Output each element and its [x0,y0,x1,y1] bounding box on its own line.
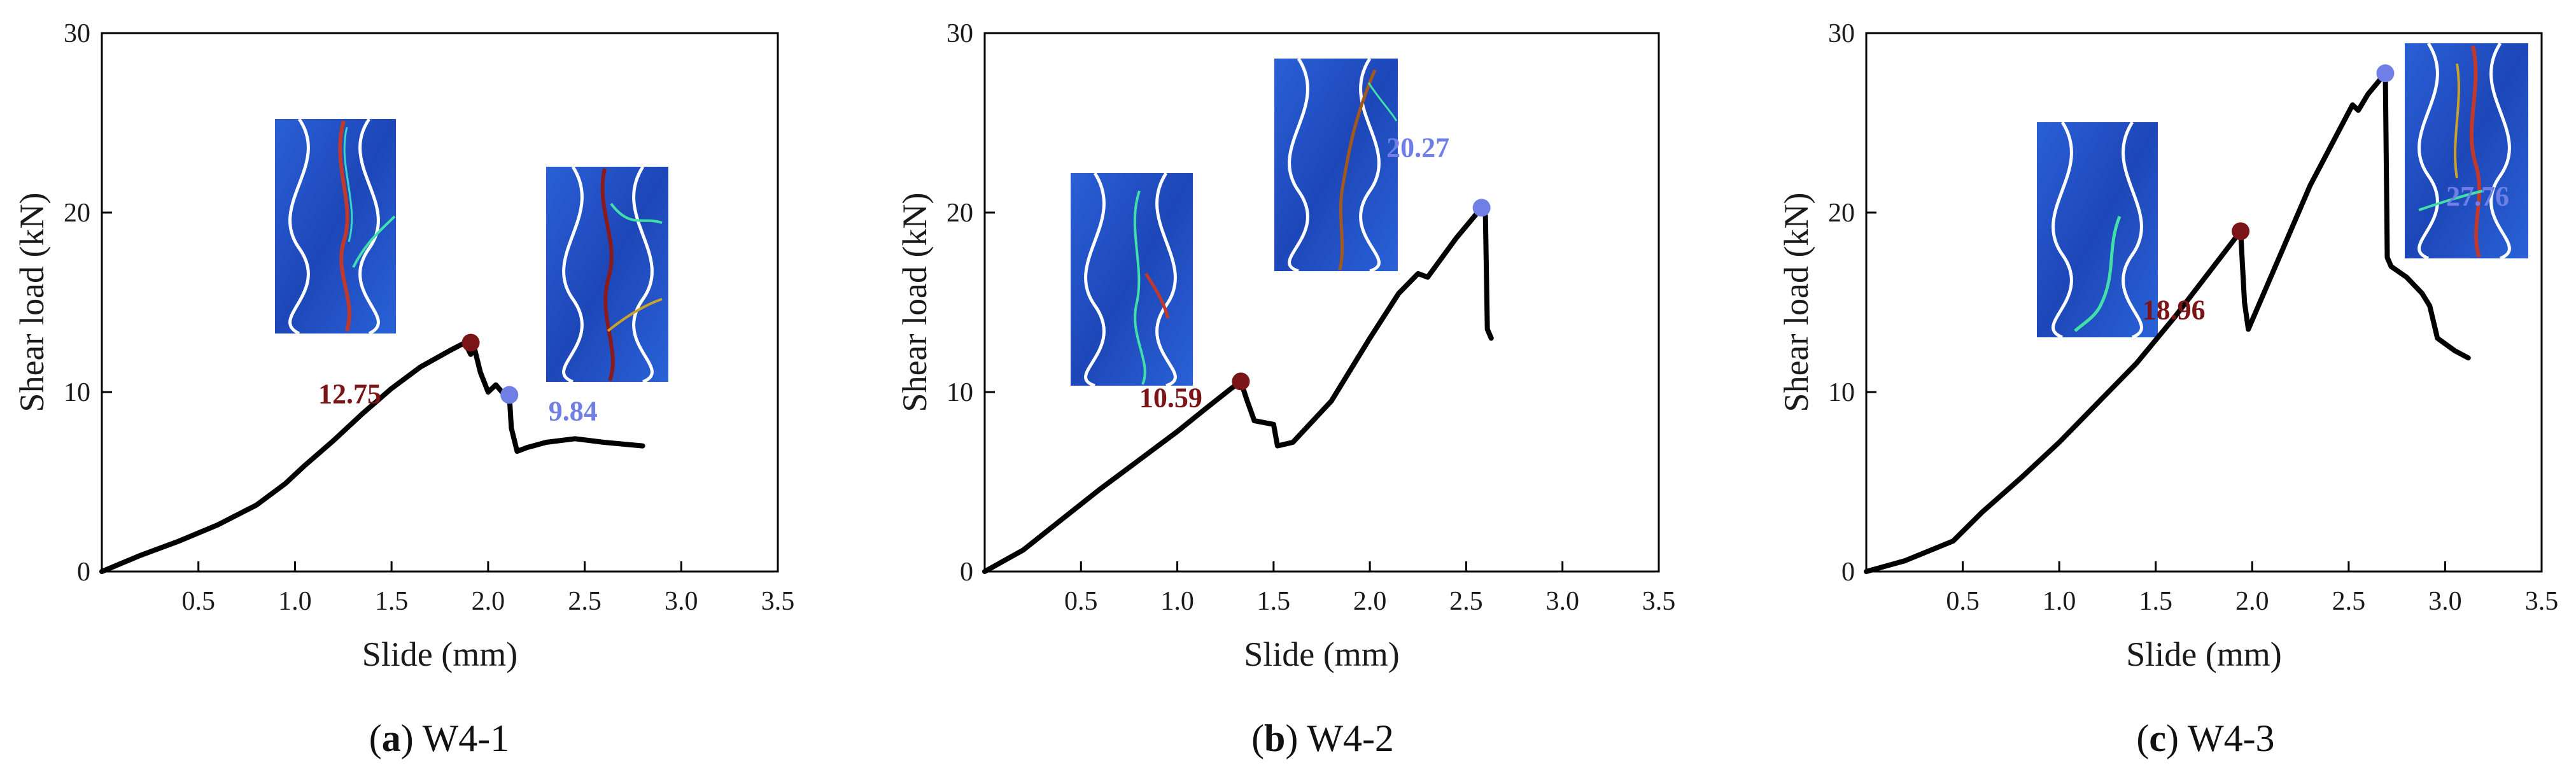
caption-b: (b) W4-2 [1251,717,1394,759]
x-tick-label: 1.5 [375,587,409,616]
panel-b: 0 10 20 30 0.5 1.0 1.5 2.0 2.5 3.0 3.5 Slide (mm) Sh… [896,19,1675,759]
peak-label: 10.59 [1139,382,1202,413]
y-axis-title: Shear load (kN) [13,193,51,412]
x-tick-label: 2.5 [1449,587,1483,616]
x-axis-title: Slide (mm) [1244,635,1399,673]
series-line-a [99,340,645,574]
x-tick-label: 2.0 [472,587,505,616]
y-tick-label: 30 [64,19,90,48]
residual-label: 20.27 [1386,132,1449,163]
y-axis-title: Shear load (kN) [1777,193,1815,412]
residual-marker [500,386,519,404]
plot-frame-b [983,32,1660,573]
y-tick-label: 10 [64,378,90,407]
thumbnails-b [1071,57,1398,388]
caption-a: (a) W4-1 [369,717,510,759]
x-tick-label: 0.5 [1946,587,1980,616]
x-tick-label: 1.0 [278,587,312,616]
chart-a: 0 10 20 30 0.5 1.0 1.5 2.0 2.5 3.0 3.5 Slide (mm) Sh… [13,19,794,759]
residual-label: 9.84 [549,396,598,427]
panel-a: 0 10 20 30 0.5 1.0 1.5 2.0 2.5 3.0 3.5 Slide (mm) Sh… [13,19,794,759]
y-axis-title: Shear load (kN) [896,193,934,412]
peak-label: 12.75 [318,378,381,409]
x-tick-label: 3.0 [2428,587,2462,616]
caption-c: (c) W4-3 [2136,717,2274,759]
x-axis-title: Slide (mm) [362,635,517,673]
series-line-c [1864,71,2471,574]
series-line-b [982,205,1494,574]
x-axis-title: Slide (mm) [2126,635,2281,673]
crack-image-a-peak [275,118,396,335]
x-tick-label: 1.0 [1160,587,1194,616]
residual-marker [1472,199,1491,217]
x-tick-label: 3.0 [1545,587,1579,616]
y-tick-label: 20 [1828,199,1855,228]
y-tick-label: 10 [1828,378,1855,407]
x-tick-label: 1.0 [2043,587,2076,616]
y-tick-label: 0 [1841,558,1855,587]
y-tick-label: 30 [947,19,973,48]
x-tick-label: 3.5 [1642,587,1676,616]
crack-image-b-peak [1071,172,1193,388]
peak-marker [2232,222,2250,241]
panel-c: 0 10 20 30 0.5 1.0 1.5 2.0 2.5 3.0 3.5 Slide (mm) Sh… [1777,19,2558,759]
x-tick-label: 3.5 [2525,587,2559,616]
plot-frame-a [101,32,779,573]
residual-label: 27.76 [2446,181,2509,212]
y-tick-label: 10 [947,378,973,407]
peak-marker [1232,372,1250,391]
chart-b: 0 10 20 30 0.5 1.0 1.5 2.0 2.5 3.0 3.5 Slide (mm) Sh… [896,19,1675,759]
thumbnails-a [275,118,668,384]
y-tick-label: 0 [77,558,90,587]
x-tick-label: 2.5 [568,587,602,616]
x-tick-label: 2.0 [1353,587,1387,616]
y-tick-label: 20 [64,199,90,228]
crack-image-c-residual [2405,42,2528,260]
x-tick-label: 0.5 [1064,587,1098,616]
plot-frame-c [1865,32,2543,573]
x-tick-label: 3.0 [665,587,698,616]
y-tick-label: 0 [960,558,973,587]
thumbnails-c [2037,42,2528,339]
y-tick-label: 30 [1828,19,1855,48]
x-tick-label: 2.0 [2235,587,2269,616]
x-tick-label: 3.5 [761,587,795,616]
x-tick-label: 0.5 [181,587,215,616]
crack-image-c-peak [2037,121,2158,339]
chart-c: 0 10 20 30 0.5 1.0 1.5 2.0 2.5 3.0 3.5 Slide (mm) Sh… [1777,19,2558,759]
crack-image-b-residual [1274,57,1398,273]
x-tick-label: 1.5 [1257,587,1291,616]
x-tick-label: 2.5 [2332,587,2366,616]
peak-label: 18.96 [2143,294,2206,325]
residual-marker [2376,64,2395,83]
peak-marker [461,333,480,352]
y-tick-label: 20 [947,199,973,228]
crack-image-a-residual [546,165,668,384]
x-tick-label: 1.5 [2139,587,2172,616]
